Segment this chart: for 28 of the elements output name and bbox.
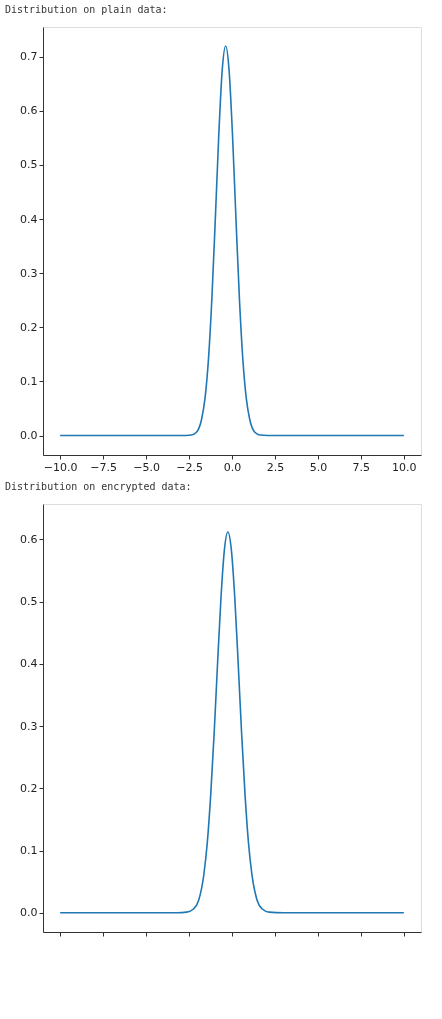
chart-title: Distribution on plain data: (5, 4, 168, 15)
y-tick-label: 0.5 (20, 595, 38, 609)
y-tick-label: 0.1 (20, 844, 38, 858)
x-tick-label: 7.5 (352, 460, 371, 474)
x-tick-label: 10.0 (392, 460, 417, 474)
y-tick-label: 0.0 (20, 906, 38, 920)
y-tick-label: 0.4 (20, 657, 38, 671)
x-tick-label: −2.5 (176, 460, 203, 474)
y-tick-label: 0.3 (20, 719, 38, 733)
x-tick-label: −10.0 (43, 460, 78, 474)
x-tick-label: −7.5 (90, 460, 117, 474)
y-tick-label: 0.1 (20, 374, 38, 388)
line-series (59, 531, 405, 914)
line-series (59, 45, 405, 437)
x-tick-label: 0.0 (223, 460, 242, 474)
y-tick-label: 0.4 (20, 212, 38, 226)
y-tick-label: 0.2 (20, 320, 38, 334)
y-tick-label: 0.2 (20, 781, 38, 795)
x-tick-label: 5.0 (309, 460, 328, 474)
x-tick-label: −5.0 (133, 460, 160, 474)
y-tick-label: 0.5 (20, 158, 38, 172)
y-tick-label: 0.6 (20, 532, 38, 546)
y-tick-label: 0.7 (20, 50, 38, 64)
y-tick-label: 0.0 (20, 429, 38, 443)
y-tick-label: 0.3 (20, 266, 38, 280)
y-tick-label: 0.6 (20, 104, 38, 118)
chart-title: Distribution on encrypted data: (5, 481, 192, 492)
x-tick-label: 2.5 (266, 460, 285, 474)
